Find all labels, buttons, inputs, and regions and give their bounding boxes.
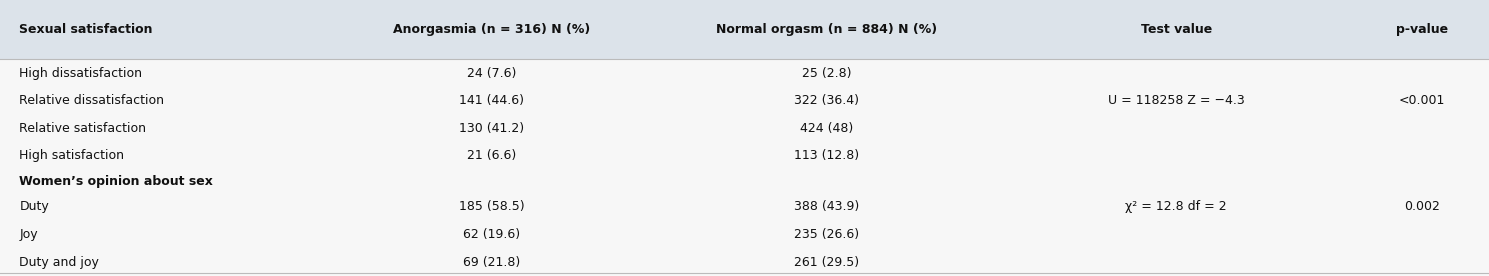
Text: Sexual satisfaction: Sexual satisfaction bbox=[19, 23, 153, 36]
Text: Relative satisfaction: Relative satisfaction bbox=[19, 122, 146, 135]
Text: 0.002: 0.002 bbox=[1404, 200, 1440, 214]
Text: 322 (36.4): 322 (36.4) bbox=[794, 94, 859, 107]
Text: χ² = 12.8 df = 2: χ² = 12.8 df = 2 bbox=[1126, 200, 1227, 214]
Text: 424 (48): 424 (48) bbox=[800, 122, 853, 135]
Text: Test value: Test value bbox=[1141, 23, 1212, 36]
Text: 130 (41.2): 130 (41.2) bbox=[459, 122, 524, 135]
Text: High dissatisfaction: High dissatisfaction bbox=[19, 67, 143, 80]
Text: 141 (44.6): 141 (44.6) bbox=[459, 94, 524, 107]
Text: 235 (26.6): 235 (26.6) bbox=[794, 228, 859, 241]
Text: Women’s opinion about sex: Women’s opinion about sex bbox=[19, 175, 213, 188]
Text: 185 (58.5): 185 (58.5) bbox=[459, 200, 524, 214]
Text: Relative dissatisfaction: Relative dissatisfaction bbox=[19, 94, 164, 107]
Text: <0.001: <0.001 bbox=[1398, 94, 1446, 107]
Text: 25 (2.8): 25 (2.8) bbox=[801, 67, 852, 80]
Text: 21 (6.6): 21 (6.6) bbox=[466, 149, 517, 163]
Text: 261 (29.5): 261 (29.5) bbox=[794, 256, 859, 269]
Text: U = 118258 Z = −4.3: U = 118258 Z = −4.3 bbox=[1108, 94, 1245, 107]
Text: 69 (21.8): 69 (21.8) bbox=[463, 256, 520, 269]
Text: 62 (19.6): 62 (19.6) bbox=[463, 228, 520, 241]
Text: 113 (12.8): 113 (12.8) bbox=[794, 149, 859, 163]
Text: Anorgasmia (n = 316) N (%): Anorgasmia (n = 316) N (%) bbox=[393, 23, 590, 36]
Text: 388 (43.9): 388 (43.9) bbox=[794, 200, 859, 214]
Text: Joy: Joy bbox=[19, 228, 39, 241]
Text: Duty: Duty bbox=[19, 200, 49, 214]
Text: Duty and joy: Duty and joy bbox=[19, 256, 100, 269]
Text: 24 (7.6): 24 (7.6) bbox=[466, 67, 517, 80]
FancyBboxPatch shape bbox=[0, 0, 1489, 59]
Text: p-value: p-value bbox=[1395, 23, 1449, 36]
Text: High satisfaction: High satisfaction bbox=[19, 149, 125, 163]
Text: Normal orgasm (n = 884) N (%): Normal orgasm (n = 884) N (%) bbox=[716, 23, 937, 36]
